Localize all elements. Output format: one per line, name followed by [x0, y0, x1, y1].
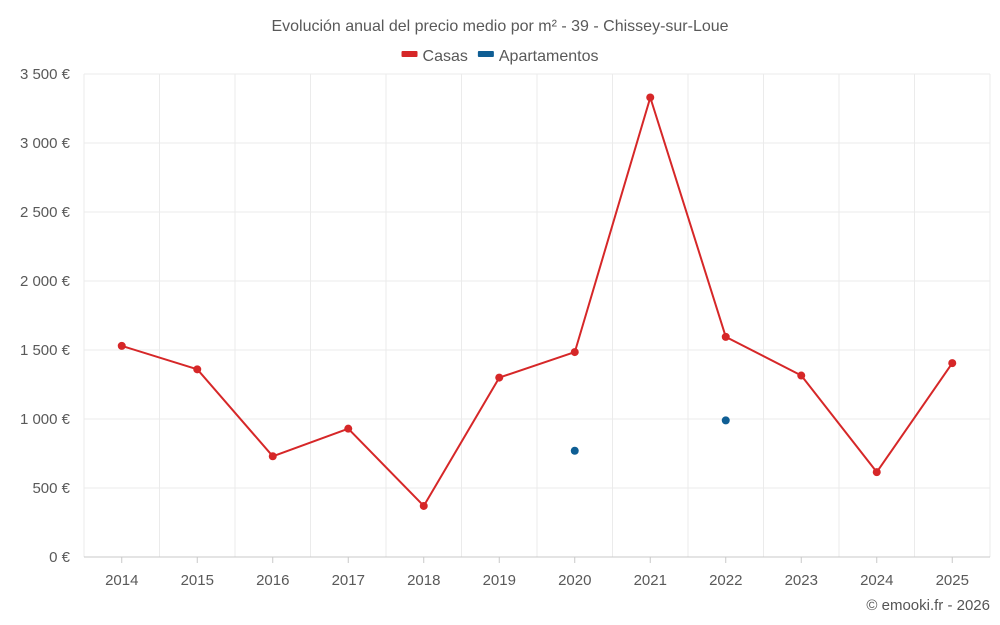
y-tick-label: 1 000 € — [20, 411, 71, 428]
data-point-casas-2018 — [419, 501, 428, 510]
legend-swatch-casas — [401, 51, 418, 57]
x-tick-label: 2014 — [105, 572, 138, 589]
x-tick-label: 2023 — [785, 572, 818, 589]
data-point-casas-2020 — [570, 348, 579, 357]
data-point-apartamentos-2022 — [721, 416, 730, 425]
series-layer — [117, 93, 957, 510]
x-tick-label: 2025 — [936, 572, 969, 589]
data-point-casas-2016 — [268, 452, 277, 461]
y-axis: 0 € 500 € 1 000 € 1 500 € 2 000 € 2 500 € 3 00… — [20, 66, 71, 566]
series-line-casas — [121, 96, 954, 507]
data-point-casas-2017 — [344, 424, 353, 433]
y-tick-label: 2 500 € — [20, 204, 71, 221]
x-tick-label: 2015 — [181, 572, 214, 589]
y-tick-label: 500 € — [32, 480, 70, 497]
data-point-casas-2021 — [646, 93, 655, 102]
x-tick-label: 2018 — [407, 572, 440, 589]
x-tick-label: 2020 — [558, 572, 591, 589]
data-point-apartamentos-2020 — [570, 446, 579, 455]
data-point-casas-2015 — [193, 365, 202, 374]
x-tick-label: 2021 — [634, 572, 667, 589]
x-axis: 2014 2015 2016 2017 2018 2019 2020 2021 2022 2023… — [84, 556, 990, 589]
y-tick-label: 1 500 € — [20, 342, 71, 359]
series-casas — [117, 93, 957, 510]
data-point-casas-2019 — [495, 373, 504, 382]
data-point-casas-2022 — [721, 332, 730, 341]
data-point-casas-2023 — [797, 371, 806, 380]
data-point-casas-2024 — [872, 468, 881, 477]
legend-label-casas: Casas — [423, 48, 468, 65]
credit-text: © emooki.fr - 2026 — [866, 597, 990, 614]
chart-title: Evolución anual del precio medio por m² … — [271, 18, 728, 35]
x-tick-label: 2022 — [709, 572, 742, 589]
data-point-casas-2025 — [948, 359, 957, 368]
x-tick-label: 2017 — [332, 572, 365, 589]
legend: Casas Apartamentos — [401, 48, 599, 65]
y-tick-label: 0 € — [49, 549, 71, 566]
data-point-casas-2014 — [117, 341, 126, 350]
series-apartamentos — [570, 416, 730, 455]
y-tick-label: 2 000 € — [20, 273, 71, 290]
grid — [83, 73, 991, 557]
y-tick-label: 3 000 € — [20, 135, 71, 152]
x-tick-label: 2016 — [256, 572, 289, 589]
legend-swatch-apartamentos — [477, 51, 494, 57]
x-tick-label: 2024 — [860, 572, 893, 589]
x-tick-label: 2019 — [483, 572, 516, 589]
legend-label-apartamentos: Apartamentos — [499, 48, 599, 65]
y-tick-label: 3 500 € — [20, 66, 71, 83]
